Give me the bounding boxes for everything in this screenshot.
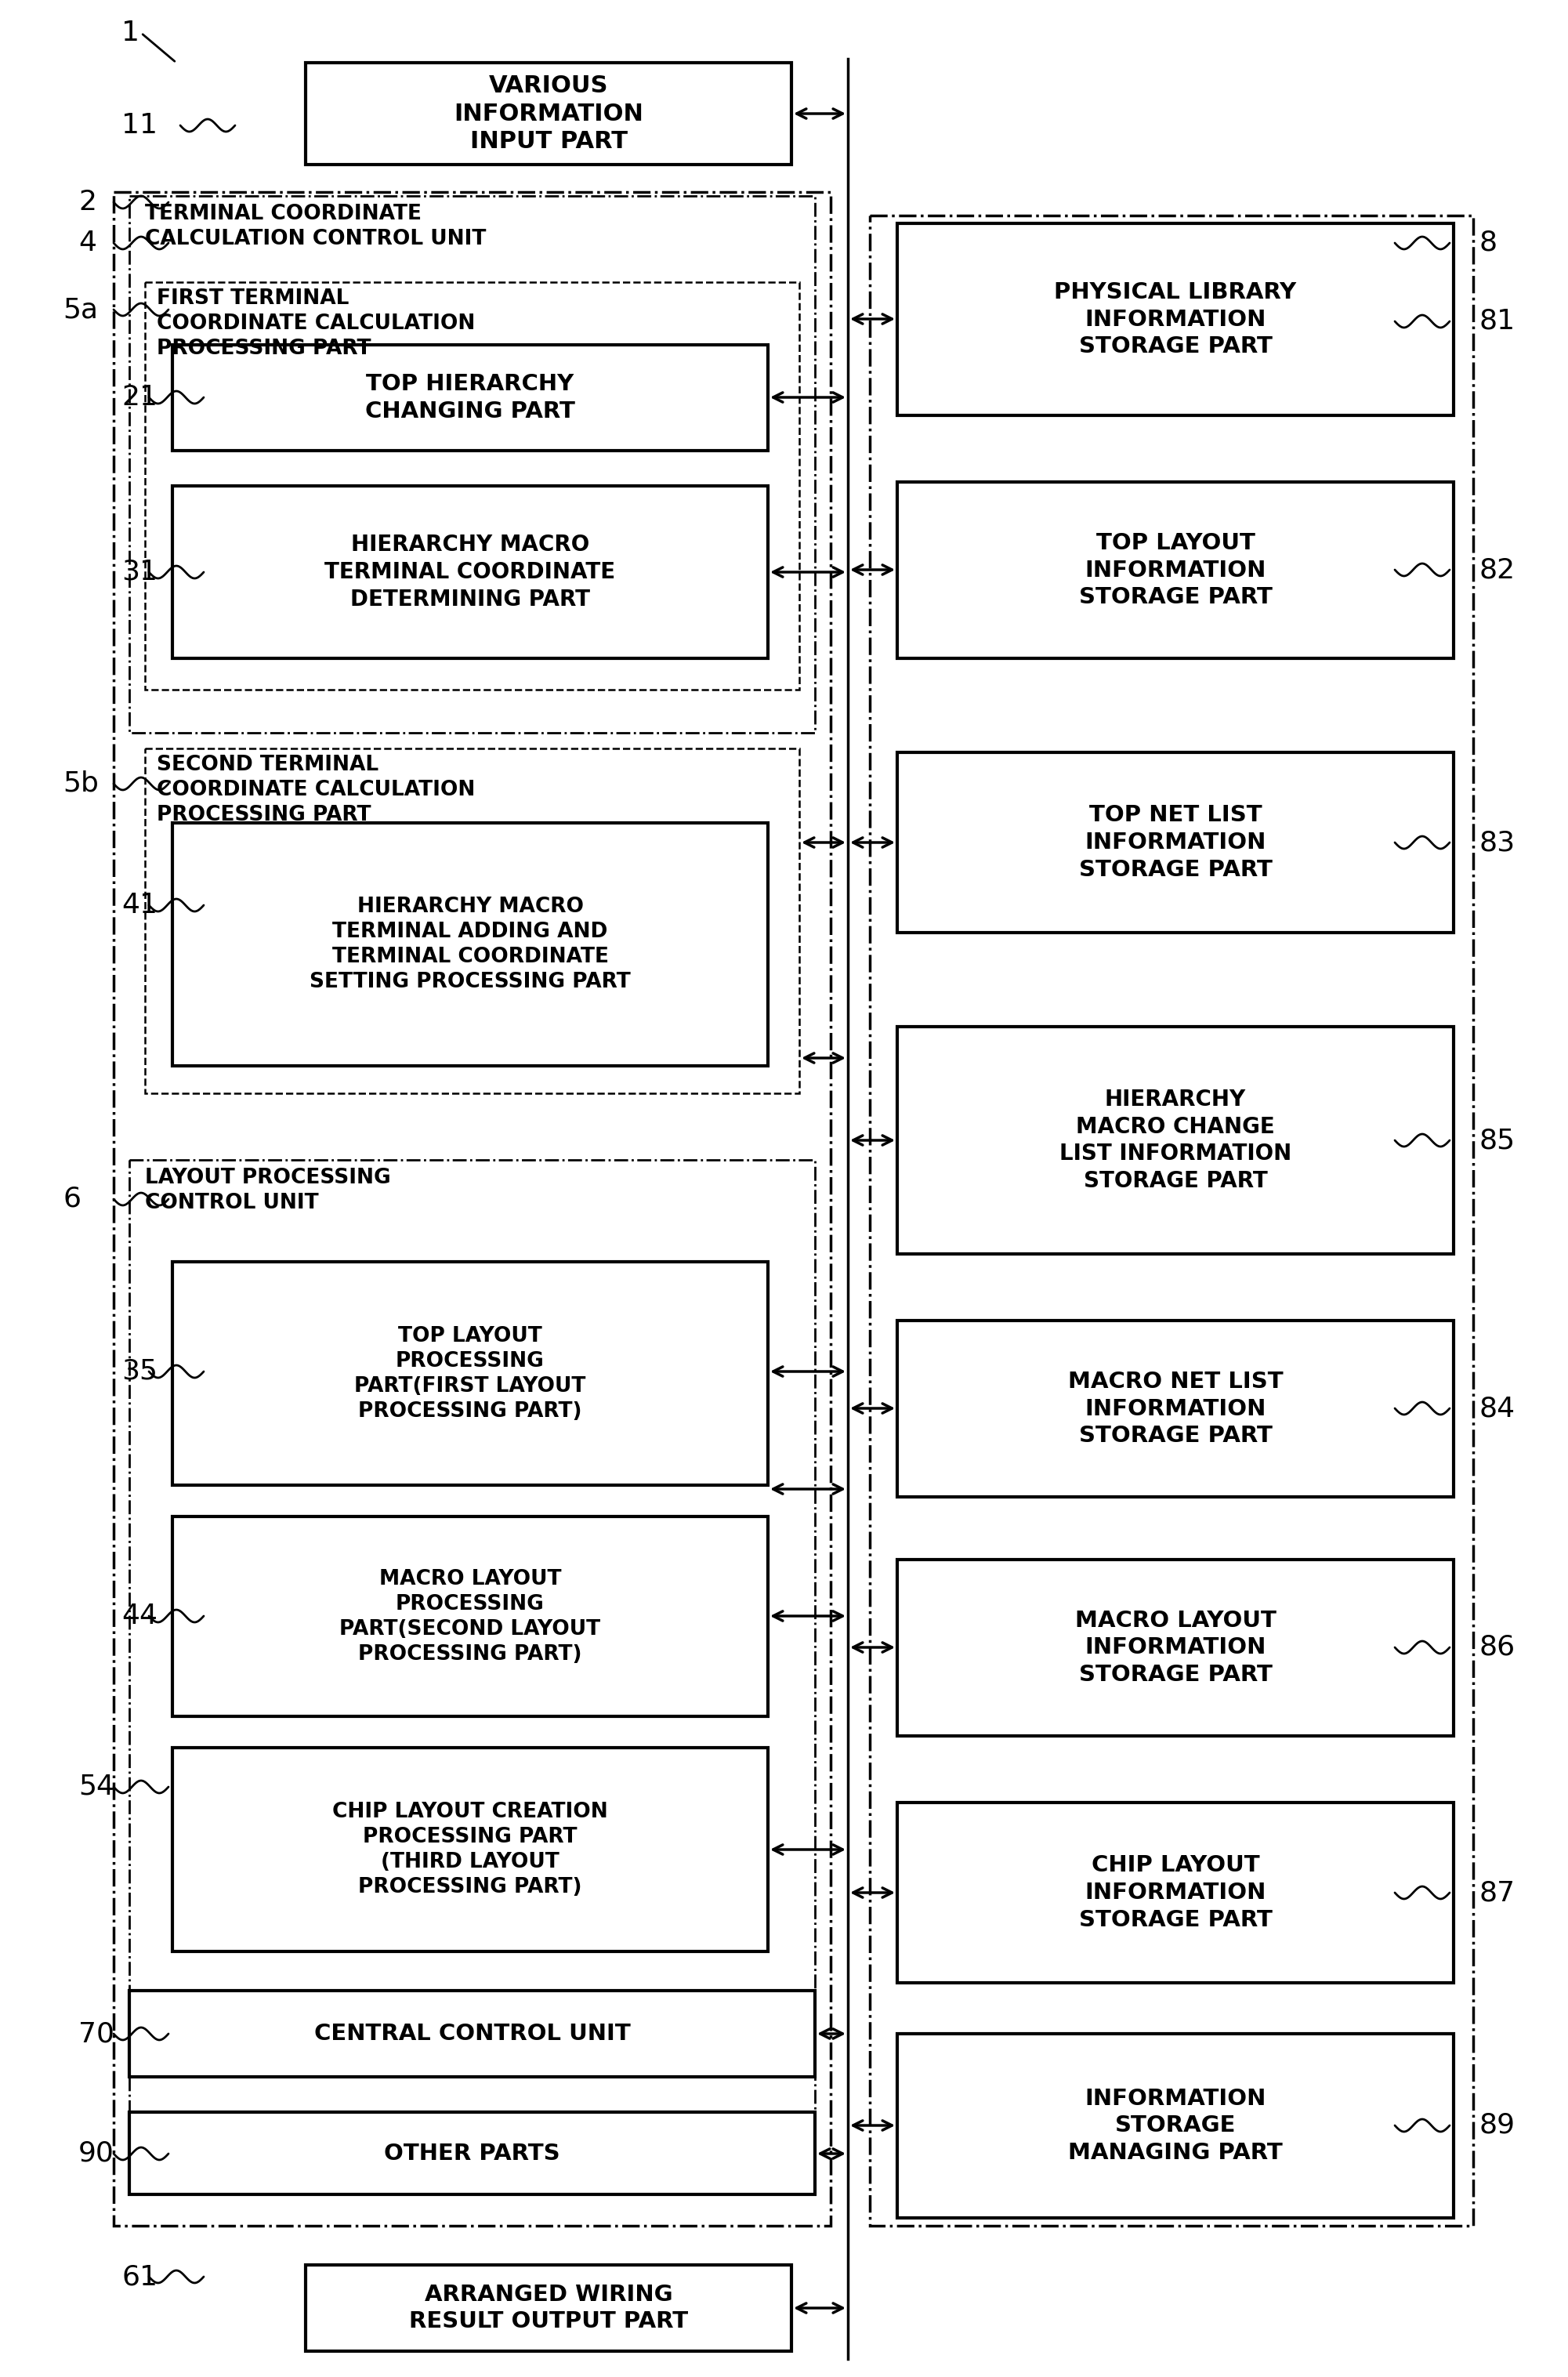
Text: 83: 83 xyxy=(1480,830,1516,856)
Bar xyxy=(113,193,831,2225)
Text: TOP HIERARCHY
CHANGING PART: TOP HIERARCHY CHANGING PART xyxy=(365,373,575,423)
Bar xyxy=(129,2113,815,2194)
Text: CENTRAL CONTROL UNIT: CENTRAL CONTROL UNIT xyxy=(314,2023,630,2044)
Text: 61: 61 xyxy=(121,2263,157,2289)
Text: 1: 1 xyxy=(121,19,140,45)
Bar xyxy=(897,1802,1454,1982)
Text: 90: 90 xyxy=(78,2139,114,2168)
Bar xyxy=(172,822,768,1065)
Text: SECOND TERMINAL
COORDINATE CALCULATION
PROCESSING PART: SECOND TERMINAL COORDINATE CALCULATION P… xyxy=(157,756,475,825)
Text: 4: 4 xyxy=(78,231,96,257)
Text: 87: 87 xyxy=(1480,1880,1516,1906)
Bar xyxy=(897,2035,1454,2218)
Text: 89: 89 xyxy=(1480,2113,1516,2139)
Bar xyxy=(897,1027,1454,1255)
Bar xyxy=(897,223,1454,416)
Text: OTHER PARTS: OTHER PARTS xyxy=(384,2142,560,2163)
Text: LAYOUT PROCESSING
CONTROL UNIT: LAYOUT PROCESSING CONTROL UNIT xyxy=(144,1167,390,1212)
Bar xyxy=(129,1160,815,2139)
Bar xyxy=(144,749,800,1093)
Text: VARIOUS
INFORMATION
INPUT PART: VARIOUS INFORMATION INPUT PART xyxy=(453,74,643,152)
Text: 21: 21 xyxy=(121,385,157,411)
Text: HIERARCHY
MACRO CHANGE
LIST INFORMATION
STORAGE PART: HIERARCHY MACRO CHANGE LIST INFORMATION … xyxy=(1060,1089,1292,1191)
Text: 86: 86 xyxy=(1480,1633,1516,1662)
Bar xyxy=(172,1262,768,1486)
Text: 5a: 5a xyxy=(63,297,97,323)
Text: TERMINAL COORDINATE
CALCULATION CONTROL UNIT: TERMINAL COORDINATE CALCULATION CONTROL … xyxy=(144,204,486,250)
Text: 81: 81 xyxy=(1480,309,1516,335)
Bar xyxy=(172,485,768,658)
Text: MACRO LAYOUT
INFORMATION
STORAGE PART: MACRO LAYOUT INFORMATION STORAGE PART xyxy=(1074,1609,1276,1685)
Bar xyxy=(144,283,800,689)
Bar xyxy=(897,483,1454,658)
Bar xyxy=(172,1517,768,1716)
Text: 35: 35 xyxy=(121,1357,157,1386)
Bar xyxy=(306,2265,792,2351)
Text: HIERARCHY MACRO
TERMINAL ADDING AND
TERMINAL COORDINATE
SETTING PROCESSING PART: HIERARCHY MACRO TERMINAL ADDING AND TERM… xyxy=(309,896,630,991)
Text: TOP LAYOUT
INFORMATION
STORAGE PART: TOP LAYOUT INFORMATION STORAGE PART xyxy=(1079,532,1272,609)
Bar xyxy=(897,1559,1454,1735)
Bar xyxy=(172,345,768,452)
Text: 5b: 5b xyxy=(63,770,99,796)
Text: CHIP LAYOUT
INFORMATION
STORAGE PART: CHIP LAYOUT INFORMATION STORAGE PART xyxy=(1079,1854,1272,1930)
Text: PHYSICAL LIBRARY
INFORMATION
STORAGE PART: PHYSICAL LIBRARY INFORMATION STORAGE PAR… xyxy=(1054,280,1297,357)
Text: MACRO LAYOUT
PROCESSING
PART(SECOND LAYOUT
PROCESSING PART): MACRO LAYOUT PROCESSING PART(SECOND LAYO… xyxy=(340,1569,601,1664)
Bar xyxy=(306,62,792,164)
Text: INFORMATION
STORAGE
MANAGING PART: INFORMATION STORAGE MANAGING PART xyxy=(1068,2087,1283,2163)
Bar xyxy=(129,1990,815,2077)
Text: 8: 8 xyxy=(1480,231,1497,257)
Bar xyxy=(129,195,815,732)
Text: 41: 41 xyxy=(121,891,157,918)
Text: 82: 82 xyxy=(1480,556,1516,582)
Text: 54: 54 xyxy=(78,1773,114,1799)
Text: MACRO NET LIST
INFORMATION
STORAGE PART: MACRO NET LIST INFORMATION STORAGE PART xyxy=(1068,1372,1283,1448)
Text: TOP NET LIST
INFORMATION
STORAGE PART: TOP NET LIST INFORMATION STORAGE PART xyxy=(1079,803,1272,879)
Bar xyxy=(897,754,1454,932)
Text: CHIP LAYOUT CREATION
PROCESSING PART
(THIRD LAYOUT
PROCESSING PART): CHIP LAYOUT CREATION PROCESSING PART (TH… xyxy=(332,1802,608,1897)
Text: ARRANGED WIRING
RESULT OUTPUT PART: ARRANGED WIRING RESULT OUTPUT PART xyxy=(409,2284,688,2332)
Bar xyxy=(870,216,1474,2225)
Bar xyxy=(897,1322,1454,1498)
Text: 2: 2 xyxy=(78,188,96,216)
Text: 84: 84 xyxy=(1480,1395,1516,1421)
Text: 70: 70 xyxy=(78,2020,114,2047)
Text: FIRST TERMINAL
COORDINATE CALCULATION
PROCESSING PART: FIRST TERMINAL COORDINATE CALCULATION PR… xyxy=(157,288,475,359)
Bar xyxy=(172,1747,768,1952)
Text: HIERARCHY MACRO
TERMINAL COORDINATE
DETERMINING PART: HIERARCHY MACRO TERMINAL COORDINATE DETE… xyxy=(325,535,616,611)
Text: 11: 11 xyxy=(121,112,157,138)
Text: 85: 85 xyxy=(1480,1127,1516,1153)
Text: 31: 31 xyxy=(121,559,157,585)
Text: TOP LAYOUT
PROCESSING
PART(FIRST LAYOUT
PROCESSING PART): TOP LAYOUT PROCESSING PART(FIRST LAYOUT … xyxy=(354,1326,586,1421)
Text: 44: 44 xyxy=(121,1602,157,1628)
Text: 6: 6 xyxy=(63,1186,80,1212)
